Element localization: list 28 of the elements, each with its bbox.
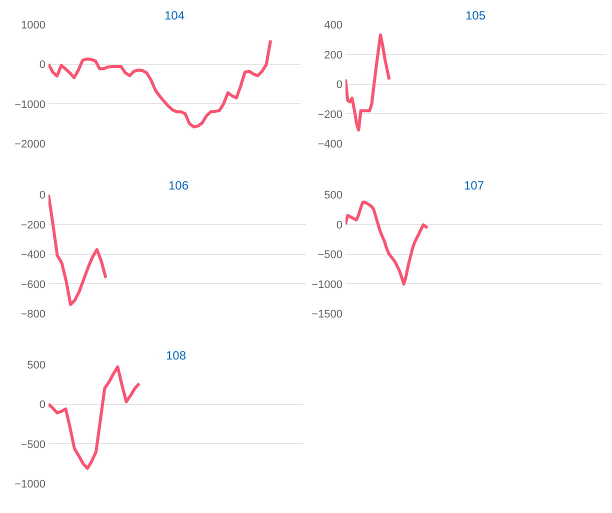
chart-title: 107 bbox=[464, 178, 484, 192]
y-tick-label: 500 bbox=[27, 360, 46, 372]
y-tick-label: −1000 bbox=[14, 478, 46, 490]
y-tick-label: −2000 bbox=[14, 138, 46, 150]
y-tick-label: −1000 bbox=[312, 278, 343, 291]
y-tick-label: −400 bbox=[318, 138, 343, 150]
y-tick-label: 0 bbox=[336, 79, 343, 91]
y-tick-label: −600 bbox=[20, 278, 46, 291]
chart-title: 108 bbox=[166, 348, 186, 362]
y-tick-label: −500 bbox=[20, 438, 46, 451]
chart-title: 105 bbox=[465, 8, 486, 22]
chart-title: 106 bbox=[168, 178, 189, 192]
y-tick-label: −1000 bbox=[14, 98, 46, 111]
y-tick-label: −200 bbox=[318, 108, 343, 121]
y-tick-label: −500 bbox=[318, 249, 343, 261]
y-tick-label: −200 bbox=[20, 219, 46, 232]
y-tick-label: 0 bbox=[39, 59, 46, 72]
y-tick-label: 1000 bbox=[21, 20, 46, 32]
y-tick-label: 500 bbox=[324, 190, 343, 202]
y-tick-label: 0 bbox=[336, 219, 343, 232]
y-tick-label: −400 bbox=[20, 249, 46, 261]
y-tick-label: 0 bbox=[39, 190, 46, 202]
y-tick-label: 0 bbox=[39, 399, 46, 412]
y-tick-label: 200 bbox=[324, 49, 343, 62]
chart-title: 104 bbox=[164, 8, 185, 22]
y-tick-label: −1500 bbox=[312, 308, 343, 320]
y-tick-label: −800 bbox=[20, 308, 46, 320]
y-tick-label: 400 bbox=[324, 20, 343, 32]
